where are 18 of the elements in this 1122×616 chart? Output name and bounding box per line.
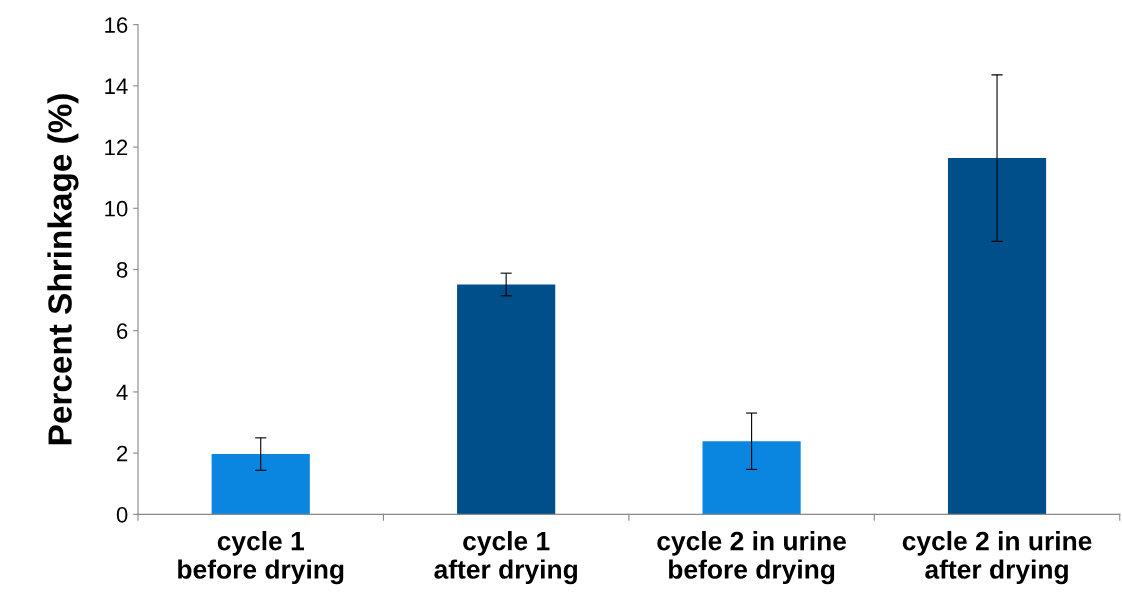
bar [211, 454, 310, 515]
bar [702, 441, 801, 515]
x-tick-label: cycle 1 before drying [178, 531, 344, 585]
y-tick-label: 6 [117, 323, 128, 339]
x-tick-label: cycle 2 in urine after drying [902, 531, 1092, 585]
bar [947, 158, 1047, 515]
y-tick-label: 8 [116, 262, 128, 278]
y-tick-label: 16 [105, 17, 128, 33]
y-tick-label: 14 [105, 78, 128, 94]
y-tick-label: 12 [105, 139, 128, 156]
bar [457, 284, 556, 515]
y-axis-title: Percent Shrinkage (%) [47, 94, 79, 445]
x-tick-label: cycle 2 in urine before drying [657, 531, 847, 585]
x-tick-label: cycle 1 after drying [434, 531, 577, 585]
y-tick-label: 10 [105, 200, 128, 217]
y-tick-label: 2 [117, 445, 128, 462]
y-tick-label: 0 [116, 506, 128, 523]
y-tick-label: 4 [116, 384, 128, 400]
